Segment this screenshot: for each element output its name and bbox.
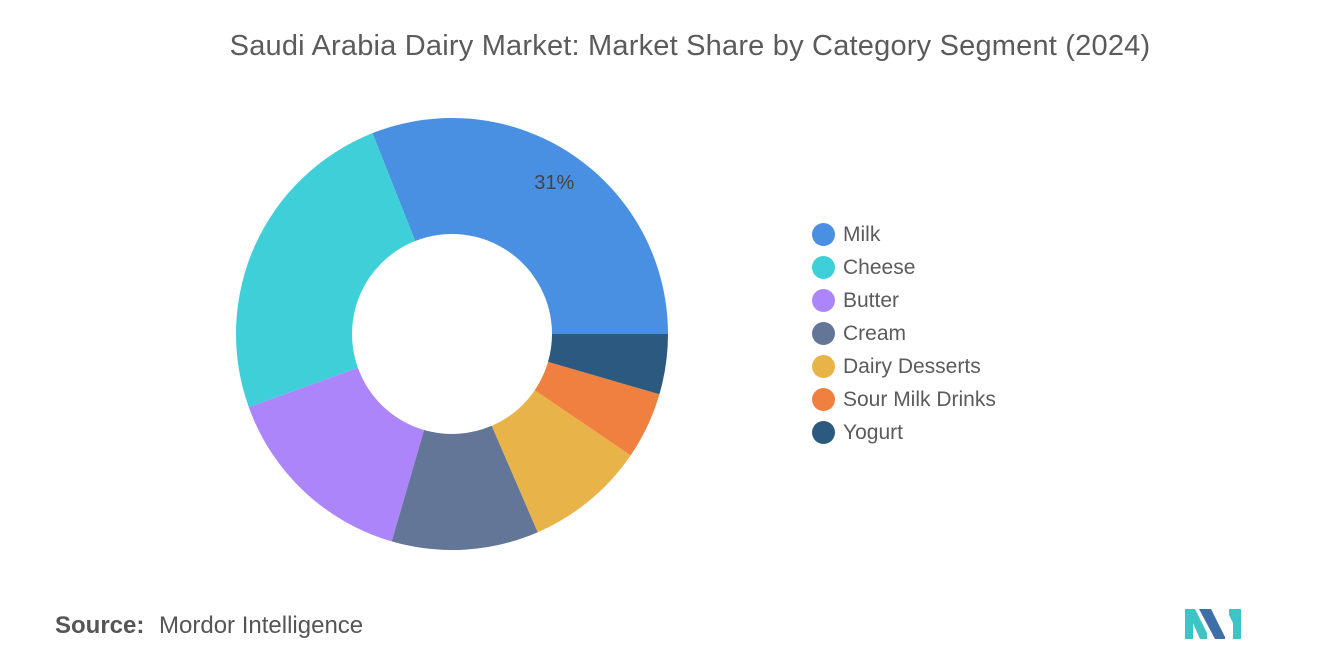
legend-swatch: [812, 388, 835, 411]
legend-label: Butter: [843, 288, 900, 312]
legend-label: Yogurt: [843, 420, 903, 444]
slice-yogurt: [548, 334, 668, 395]
legend-item-sour-milk-drinks: Sour Milk Drinks: [812, 383, 996, 416]
legend-label: Cream: [843, 321, 907, 345]
slice-dairy-desserts: [491, 390, 631, 533]
logo-shape-middle: [1199, 609, 1225, 639]
legend-label: Dairy Desserts: [843, 354, 981, 378]
slice-cheese: [236, 133, 416, 408]
legend-swatch: [812, 256, 835, 279]
logo-shape-right: [1229, 609, 1241, 639]
legend-label: Milk: [843, 222, 881, 246]
legend-item-cheese: Cheese: [812, 251, 996, 284]
slices-group: [236, 117, 668, 550]
source-value: Mordor Intelligence: [159, 612, 364, 639]
mordor-logo: [1185, 609, 1241, 639]
source-line: Source: Mordor Intelligence: [55, 612, 363, 640]
legend-item-butter: Butter: [812, 284, 996, 317]
chart-title: Saudi Arabia Dairy Market: Market Share …: [229, 30, 1151, 62]
slice-milk: [372, 117, 668, 334]
legend-swatch: [812, 289, 835, 312]
legend-swatch: [812, 223, 835, 246]
legend-item-milk: Milk: [812, 218, 996, 251]
legend-item-dairy-desserts: Dairy Desserts: [812, 350, 996, 383]
logo-shape-left: [1185, 609, 1207, 639]
legend-label: Cheese: [843, 255, 916, 279]
legend-item-cream: Cream: [812, 317, 996, 350]
legend-swatch: [812, 355, 835, 378]
source-label: Source:: [55, 612, 145, 639]
legend-label: Sour Milk Drinks: [843, 387, 996, 411]
legend: Milk Cheese Butter Cream Dairy Desserts Sour …: [812, 218, 996, 449]
data-label-milk: 31%: [534, 172, 574, 194]
legend-swatch: [812, 322, 835, 345]
legend-swatch: [812, 421, 835, 444]
slice-sour-milk-drinks: [534, 361, 660, 456]
data-labels-group: 31%: [534, 172, 574, 194]
slice-butter: [248, 367, 425, 542]
slice-cream: [391, 425, 538, 550]
legend-item-yogurt: Yogurt: [812, 416, 996, 449]
